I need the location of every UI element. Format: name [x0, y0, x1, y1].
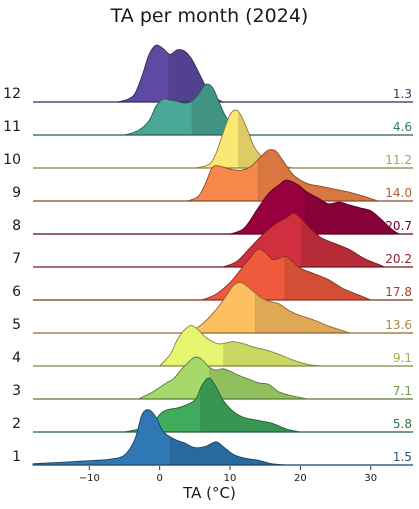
median-label-9: 14.0 — [385, 186, 412, 200]
x-tick-label--10: −10 — [79, 473, 100, 484]
ridge-area-upper-6 — [284, 256, 413, 300]
ridge-area-upper-3 — [209, 367, 413, 399]
median-label-12: 1.3 — [393, 87, 412, 101]
x-tick-label-0: 0 — [156, 473, 162, 484]
ridge-outline-12 — [33, 44, 413, 103]
ridge-area-upper-8 — [305, 190, 413, 234]
median-label-1: 1.5 — [393, 450, 412, 464]
ridge-outline-2 — [33, 377, 413, 433]
month-label-8: 8 — [12, 218, 21, 234]
ridge-month-8: 8 20.7 — [12, 179, 413, 235]
month-label-6: 6 — [12, 284, 21, 300]
month-label-7: 7 — [12, 251, 21, 267]
x-tick-label-10: 10 — [224, 473, 237, 484]
ridge-month-1: 1 1.5 — [12, 409, 413, 466]
ridges-group: 12 1.311 4.610 11.29 14.08 20.77 20.26 17.85 13.… — [3, 44, 413, 466]
month-label-11: 11 — [3, 119, 21, 135]
ridge-area-4 — [33, 325, 413, 366]
ridge-month-12: 12 1.3 — [3, 44, 413, 103]
ridge-outline-1 — [32, 409, 413, 466]
median-label-3: 7.1 — [393, 384, 412, 398]
month-label-2: 2 — [12, 416, 21, 432]
ridge-outline-11 — [33, 83, 413, 136]
ridge-month-7: 7 20.2 — [12, 212, 413, 268]
median-label-2: 5.8 — [393, 417, 412, 431]
ridge-area-upper-12 — [168, 49, 413, 102]
ridge-month-5: 5 13.6 — [12, 282, 413, 334]
ridge-area-10 — [33, 110, 413, 168]
median-label-10: 11.2 — [385, 153, 412, 167]
ridge-area-upper-11 — [192, 84, 413, 135]
ridge-area-12 — [33, 44, 413, 102]
x-tick-label-30: 30 — [364, 473, 377, 484]
ridge-month-4: 4 9.1 — [12, 324, 413, 367]
month-label-5: 5 — [12, 317, 21, 333]
ridge-outline-3 — [33, 356, 413, 400]
median-label-6: 17.8 — [385, 285, 412, 299]
ridge-area-upper-7 — [301, 219, 413, 267]
month-label-9: 9 — [12, 185, 21, 201]
ridge-outline-6 — [33, 248, 413, 301]
median-label-7: 20.2 — [385, 252, 412, 266]
chart-title: TA per month (2024) — [110, 5, 309, 27]
ridge-area-upper-1 — [170, 436, 413, 465]
median-label-8: 20.7 — [385, 219, 412, 233]
ridge-month-9: 9 14.0 — [12, 149, 413, 202]
median-label-4: 9.1 — [393, 351, 412, 365]
ridge-area-upper-5 — [255, 292, 413, 333]
x-axis-label: TA (°C) — [183, 484, 236, 502]
median-label-5: 13.6 — [385, 318, 412, 332]
month-label-10: 10 — [3, 152, 21, 168]
ridge-area-upper-2 — [200, 378, 413, 432]
ridge-outline-5 — [33, 282, 413, 334]
ridge-area-upper-4 — [223, 341, 413, 366]
ridge-outline-9 — [33, 149, 413, 202]
month-label-12: 12 — [3, 86, 21, 102]
ridge-month-2: 2 5.8 — [12, 377, 413, 433]
ridge-outline-7 — [33, 212, 413, 268]
x-tick-label-20: 20 — [294, 473, 307, 484]
month-label-4: 4 — [12, 350, 21, 366]
median-label-11: 4.6 — [393, 120, 412, 134]
ridge-month-11: 11 4.6 — [3, 83, 413, 136]
ridge-month-3: 3 7.1 — [12, 356, 413, 400]
month-label-1: 1 — [12, 449, 21, 465]
ridge-outline-8 — [33, 179, 413, 235]
x-axis: −10 0 10 20 30 — [79, 466, 377, 484]
month-label-3: 3 — [12, 383, 21, 399]
ridge-area-5 — [33, 282, 413, 333]
